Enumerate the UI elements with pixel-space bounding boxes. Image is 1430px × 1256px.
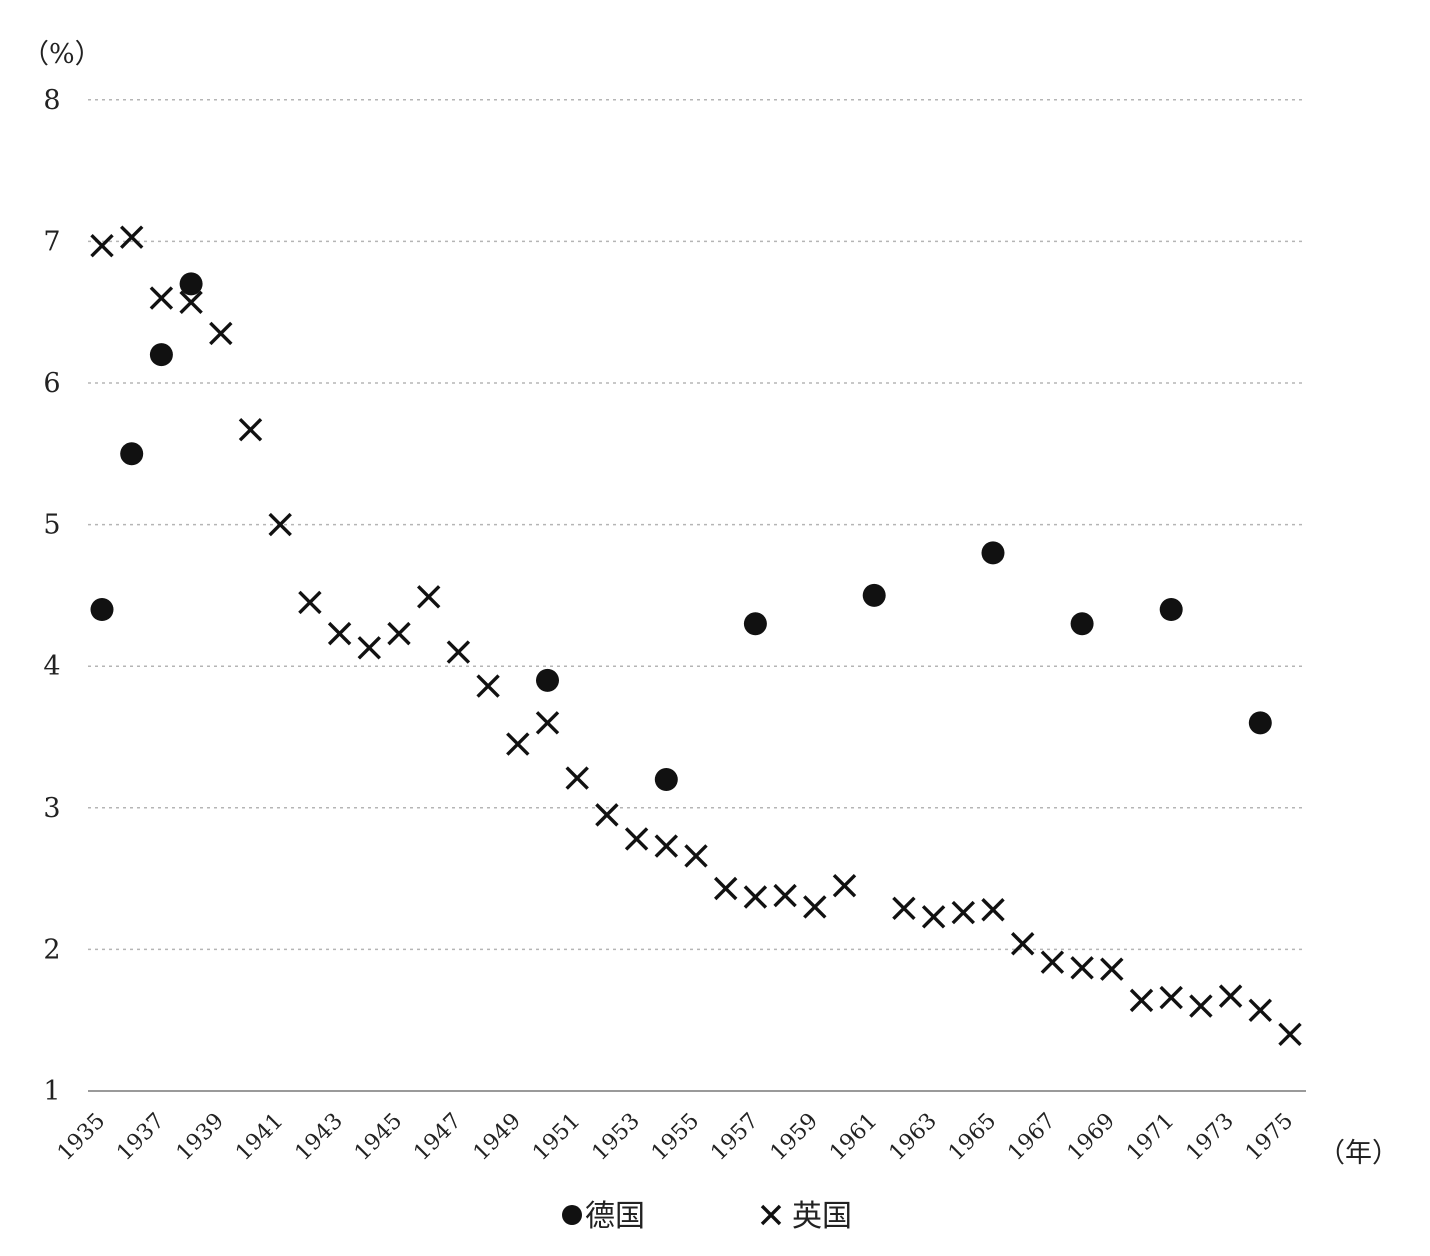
uk-data-point	[1159, 985, 1183, 1010]
x-tick-label: 1967	[1003, 1109, 1060, 1166]
series-uk	[90, 225, 1302, 1047]
uk-data-point	[624, 827, 649, 851]
y-tick-label: 4	[43, 651, 60, 682]
uk-data-point	[357, 636, 382, 660]
uk-data-point	[1070, 956, 1094, 980]
uk-data-point	[921, 905, 946, 929]
uk-data-point	[1189, 994, 1213, 1018]
x-tick-label: 1957	[706, 1109, 763, 1166]
x-tick-label: 1939	[172, 1109, 229, 1166]
legend-x-marker-icon	[760, 1204, 782, 1226]
uk-data-point	[832, 873, 857, 898]
uk-data-point	[1248, 998, 1273, 1022]
uk-data-point	[713, 876, 738, 901]
uk-data-point	[149, 286, 174, 310]
y-tick-label: 8	[43, 85, 60, 116]
germany-data-point	[1070, 612, 1094, 636]
uk-data-point	[951, 900, 976, 925]
uk-data-point	[298, 590, 322, 615]
x-tick-label: 1951	[528, 1109, 585, 1166]
x-tick-label: 1953	[588, 1109, 645, 1166]
uk-data-point	[446, 640, 471, 664]
uk-data-point	[595, 803, 619, 827]
uk-data-point	[565, 766, 589, 790]
x-tick-label: 1937	[112, 1109, 169, 1166]
legend-circle-marker-icon	[562, 1205, 582, 1225]
x-axis-ticks: 1935 1937 1939 1941 1943 1945 1947 1949 1951 1953…	[53, 1109, 1298, 1166]
x-tick-label: 1975	[1241, 1109, 1298, 1166]
legend-item-germany: 德国	[562, 1199, 645, 1234]
uk-data-point	[1129, 988, 1154, 1013]
x-tick-label: 1961	[825, 1109, 882, 1166]
legend: 德国 英国	[562, 1199, 852, 1234]
x-tick-label: 1963	[885, 1109, 942, 1166]
germany-data-point	[179, 272, 203, 296]
y-axis-unit-label: （%）	[22, 39, 102, 70]
y-tick-label: 2	[43, 934, 60, 965]
x-tick-label: 1971	[1122, 1109, 1179, 1166]
x-tick-label: 1945	[350, 1109, 407, 1166]
x-tick-label: 1943	[291, 1109, 348, 1166]
uk-data-point	[119, 225, 144, 249]
germany-data-point	[1248, 711, 1272, 735]
uk-data-point	[1100, 957, 1124, 981]
x-tick-label: 1973	[1182, 1109, 1239, 1166]
x-tick-label: 1935	[53, 1109, 110, 1166]
x-tick-label: 1947	[409, 1109, 466, 1166]
uk-data-point	[476, 674, 500, 698]
legend-item-uk: 英国	[760, 1199, 852, 1234]
uk-data-point	[1218, 984, 1243, 1008]
x-tick-label: 1969	[1063, 1109, 1120, 1166]
germany-data-point	[1159, 598, 1183, 622]
uk-data-point	[416, 585, 441, 609]
y-tick-label: 1	[43, 1076, 60, 1107]
uk-data-point	[179, 290, 203, 314]
y-tick-label: 6	[43, 368, 60, 399]
uk-data-point	[90, 233, 114, 258]
data-series	[90, 225, 1302, 1047]
germany-data-point	[149, 343, 173, 367]
uk-data-point	[981, 898, 1005, 922]
series-germany	[90, 272, 1272, 791]
germany-data-point	[90, 598, 114, 622]
uk-data-point	[387, 621, 411, 646]
x-marker	[760, 1204, 782, 1226]
legend-label-uk: 英国	[792, 1199, 852, 1234]
uk-data-point	[803, 895, 827, 919]
x-tick-label: 1955	[647, 1109, 704, 1166]
y-tick-label: 7	[43, 226, 60, 257]
germany-data-point	[654, 767, 678, 791]
x-axis-unit-label: （年）	[1318, 1138, 1399, 1169]
uk-data-point	[268, 512, 292, 537]
x-tick-label: 1959	[766, 1109, 823, 1166]
grid-lines	[88, 99, 1306, 951]
uk-data-point	[773, 883, 797, 908]
x-tick-label: 1965	[944, 1109, 1001, 1166]
uk-data-point	[327, 621, 352, 646]
germany-data-point	[743, 612, 767, 636]
y-tick-label: 5	[43, 510, 60, 541]
y-tick-label: 3	[43, 793, 60, 824]
uk-data-point	[535, 711, 560, 735]
uk-data-point	[684, 844, 708, 868]
uk-data-point	[1278, 1022, 1302, 1047]
uk-data-point	[238, 418, 263, 442]
uk-data-point	[506, 732, 530, 756]
uk-data-point	[743, 885, 768, 909]
germany-data-point	[536, 668, 559, 692]
x-tick-label: 1941	[231, 1109, 288, 1166]
germany-data-point	[862, 583, 886, 607]
legend-label-germany: 德国	[585, 1199, 645, 1234]
y-axis-ticks: 1 2 3 4 5 6 7 8	[43, 85, 60, 1107]
x-tick-label: 1949	[469, 1109, 526, 1166]
uk-data-point	[209, 321, 233, 346]
uk-data-point	[1010, 932, 1035, 956]
germany-data-point	[120, 442, 144, 466]
uk-data-point	[892, 896, 916, 921]
germany-data-point	[981, 541, 1005, 565]
uk-data-point	[1040, 950, 1065, 974]
uk-data-point	[654, 834, 679, 858]
